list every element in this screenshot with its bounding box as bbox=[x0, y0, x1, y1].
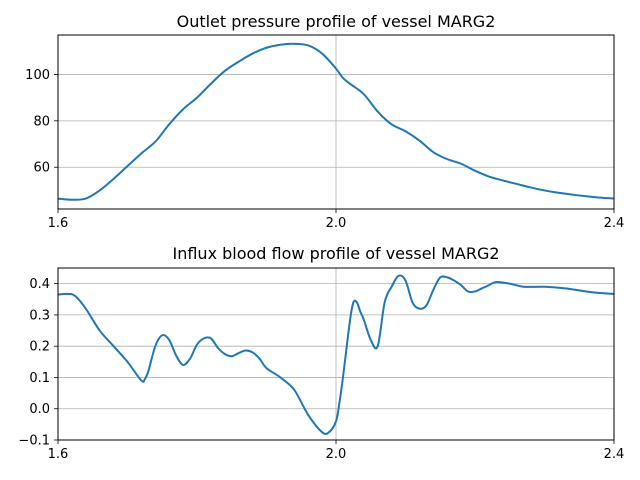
pressure-chart: Outlet pressure profile of vessel MARG2 … bbox=[25, 12, 624, 231]
flow-chart-y-tick-label: 0.2 bbox=[29, 340, 50, 355]
flow-chart-y-tick-label: 0.0 bbox=[29, 402, 50, 417]
flow-chart-y-tick-label: −0.1 bbox=[18, 434, 50, 449]
pressure-chart-x-tick-label: 2.0 bbox=[326, 216, 347, 231]
flow-chart: Influx blood flow profile of vessel MARG… bbox=[18, 244, 624, 462]
pressure-chart-y-tick-label: 100 bbox=[25, 68, 50, 83]
flow-chart-y-tick-label: 0.1 bbox=[29, 371, 50, 386]
pressure-chart-y-tick-label: 60 bbox=[33, 161, 50, 176]
pressure-chart-ticks: 1.6 2.0 2.4 60 80 100 bbox=[25, 68, 624, 231]
flow-chart-title: Influx blood flow profile of vessel MARG… bbox=[172, 244, 499, 263]
pressure-chart-x-tick-label: 1.6 bbox=[48, 216, 69, 231]
flow-chart-x-tick-label: 2.0 bbox=[326, 447, 347, 462]
flow-chart-x-tick-label: 1.6 bbox=[48, 447, 69, 462]
pressure-chart-x-tick-label: 2.4 bbox=[604, 216, 625, 231]
pressure-chart-title: Outlet pressure profile of vessel MARG2 bbox=[177, 12, 496, 31]
pressure-chart-y-tick-label: 80 bbox=[33, 114, 50, 129]
pressure-chart-plot-area bbox=[58, 42, 614, 201]
flow-chart-x-tick-label: 2.4 bbox=[604, 447, 625, 462]
flow-chart-series-line bbox=[58, 274, 614, 435]
flow-chart-plot-area bbox=[58, 274, 614, 435]
flow-chart-ticks: 1.6 2.0 2.4 −0.1 0.0 0.1 0.2 0.3 0.4 bbox=[18, 277, 624, 462]
pressure-chart-axes-frame bbox=[57, 34, 615, 210]
flow-chart-axes-frame bbox=[57, 267, 615, 441]
flow-chart-y-tick-label: 0.4 bbox=[29, 277, 50, 292]
flow-chart-y-tick-label: 0.3 bbox=[29, 308, 50, 323]
pressure-chart-series-line bbox=[58, 42, 614, 201]
